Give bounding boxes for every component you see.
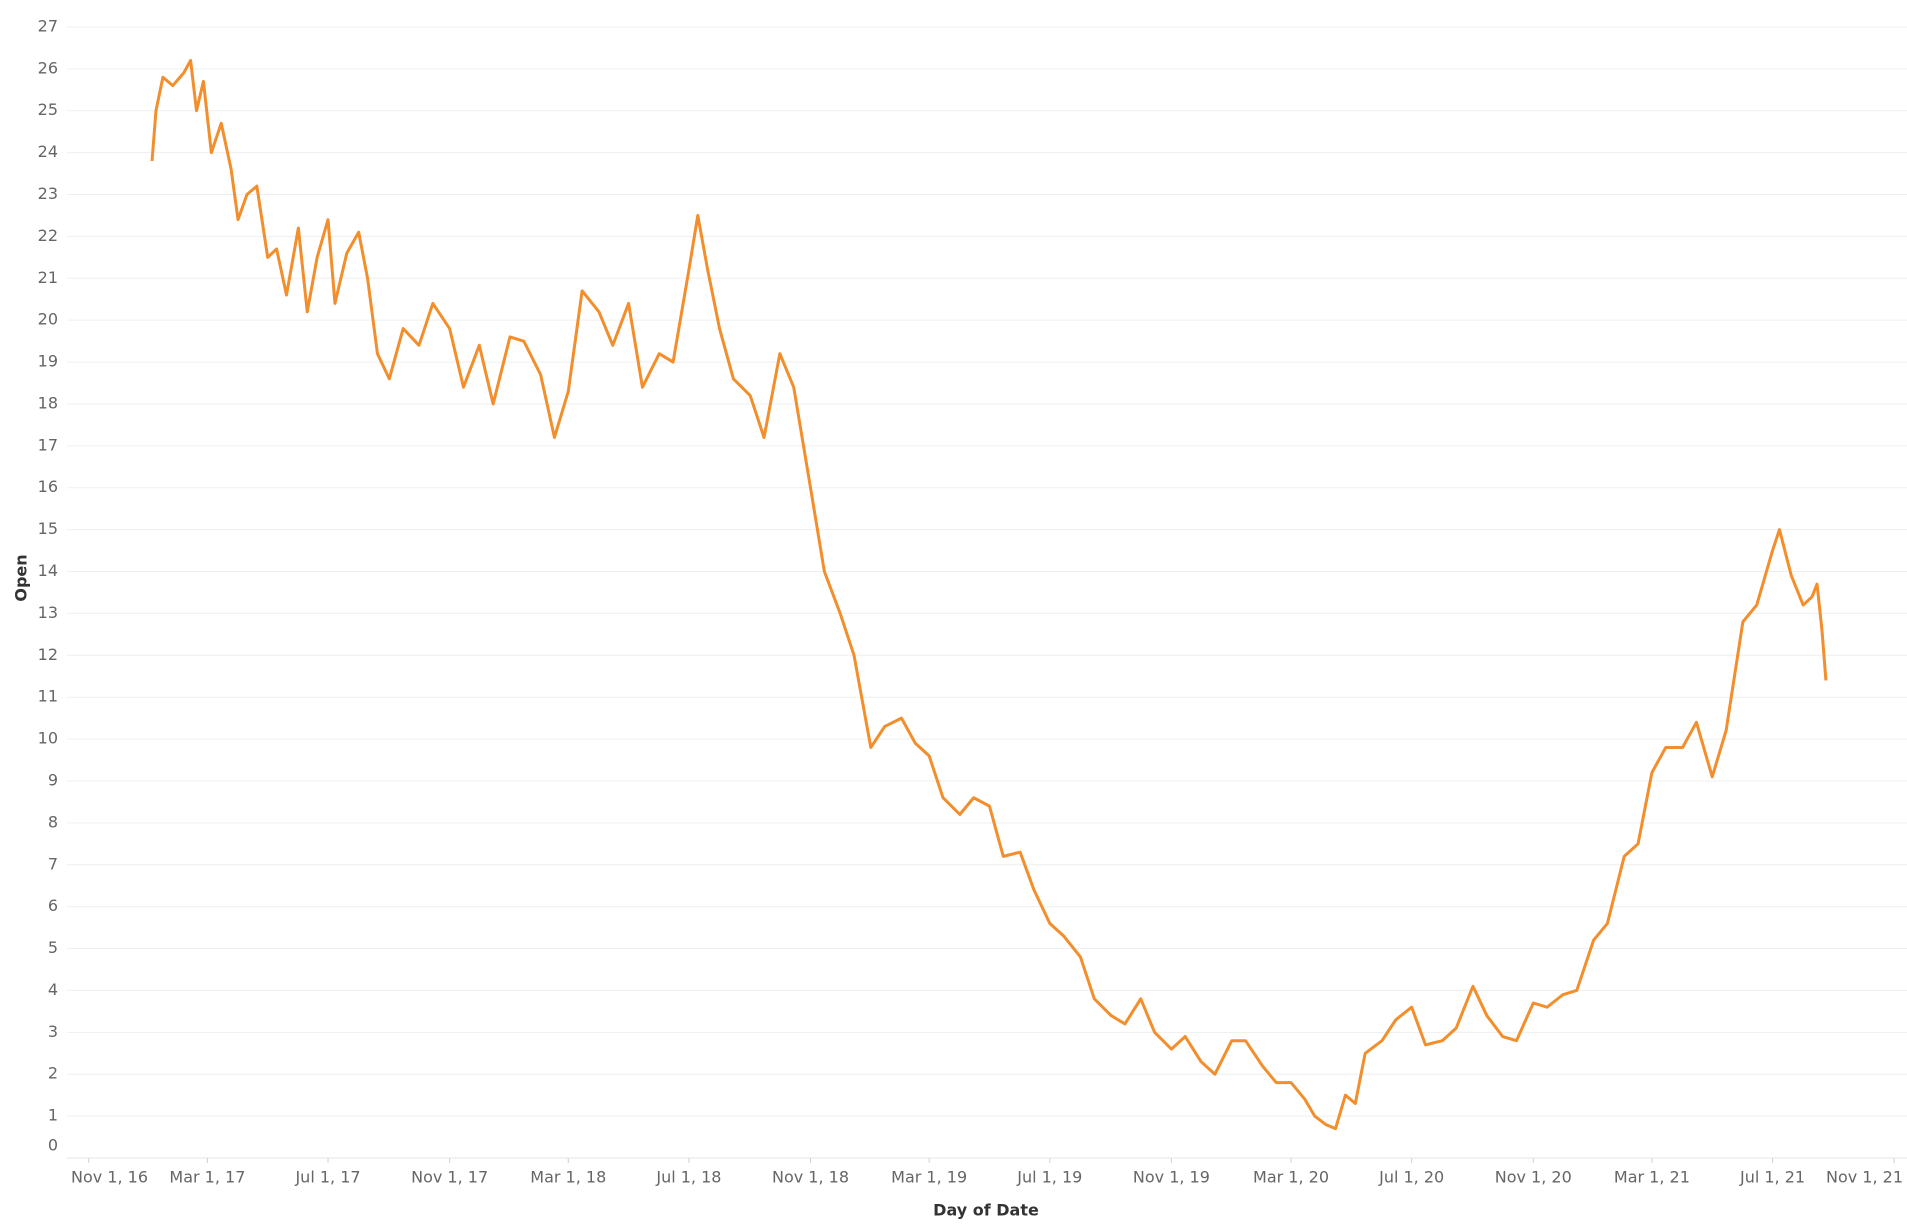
y-tick-label: 5 — [48, 938, 58, 957]
y-tick-label: 21 — [38, 268, 58, 287]
y-tick-label: 19 — [38, 352, 58, 371]
y-tick-label: 27 — [38, 16, 58, 35]
x-tick-label: Jul 1, 19 — [1016, 1168, 1082, 1187]
y-tick-label: 15 — [38, 519, 58, 538]
x-tick-label: Mar 1, 18 — [530, 1168, 606, 1187]
x-tick-label: Nov 1, 17 — [411, 1168, 488, 1187]
y-tick-label: 2 — [48, 1064, 58, 1083]
x-tick-label: Jul 1, 21 — [1739, 1168, 1805, 1187]
y-tick-label: 13 — [38, 603, 58, 622]
y-tick-label: 10 — [38, 729, 58, 748]
y-tick-label: 14 — [38, 561, 58, 580]
y-tick-label: 12 — [38, 645, 58, 664]
y-tick-label: 18 — [38, 393, 58, 412]
y-tick-label: 6 — [48, 896, 58, 915]
x-tick-label: Jul 1, 20 — [1378, 1168, 1444, 1187]
y-tick-label: 23 — [38, 184, 58, 203]
y-tick-label: 4 — [48, 980, 58, 999]
x-tick-label: Mar 1, 21 — [1614, 1168, 1690, 1187]
x-tick-label: Nov 1, 21 — [1826, 1168, 1903, 1187]
y-tick-label: 11 — [38, 687, 58, 706]
x-tick-label: Mar 1, 19 — [891, 1168, 967, 1187]
y-tick-label: 17 — [38, 435, 58, 454]
y-tick-label: 3 — [48, 1022, 58, 1041]
y-tick-label: 9 — [48, 770, 58, 789]
x-tick-label: Nov 1, 16 — [71, 1168, 148, 1187]
y-tick-label: 1 — [48, 1106, 58, 1125]
x-tick-label: Jul 1, 17 — [294, 1168, 360, 1187]
y-tick-label: 8 — [48, 812, 58, 831]
y-tick-label: 16 — [38, 477, 58, 496]
y-tick-label: 25 — [38, 100, 58, 119]
data-line — [150, 58, 1828, 1131]
y-tick-label: 26 — [38, 58, 58, 77]
y-tick-label: 7 — [48, 854, 58, 873]
y-tick-label: 24 — [38, 142, 58, 161]
x-axis-title: Day of Date — [933, 1201, 1039, 1220]
x-tick-label: Nov 1, 20 — [1495, 1168, 1572, 1187]
y-tick-label: 20 — [38, 310, 58, 329]
x-tick-label: Nov 1, 19 — [1133, 1168, 1210, 1187]
y-tick-label: 0 — [48, 1136, 58, 1155]
x-tick-label: Mar 1, 20 — [1253, 1168, 1329, 1187]
y-axis-title: Open — [12, 554, 31, 601]
x-tick-label: Mar 1, 17 — [169, 1168, 245, 1187]
x-tick-label: Jul 1, 18 — [655, 1168, 721, 1187]
x-tick-label: Nov 1, 18 — [772, 1168, 849, 1187]
y-tick-label: 22 — [38, 226, 58, 245]
